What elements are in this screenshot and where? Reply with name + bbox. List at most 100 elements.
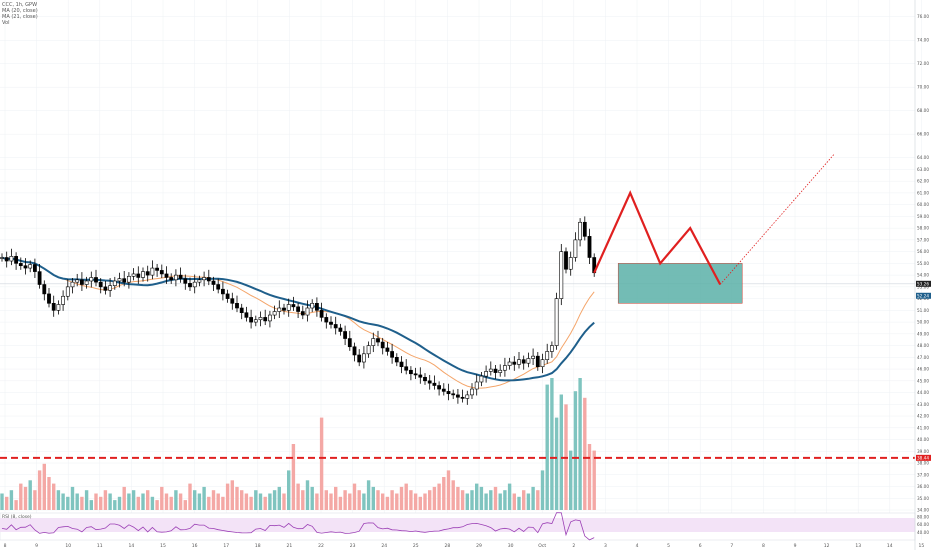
price-tick-label: 49.00 — [917, 331, 929, 336]
time-tick-label: 12 — [824, 543, 830, 549]
volume-bar — [33, 490, 37, 510]
volume-bar — [249, 496, 253, 510]
volume-bar — [517, 496, 521, 510]
volume-bar — [56, 490, 61, 510]
volume-bar — [451, 480, 455, 510]
candle — [37, 271, 42, 285]
legend-symbol: CCC, 1h, GPW — [2, 2, 38, 8]
price-tick-label: 63.00 — [917, 167, 929, 172]
legend-ma1: MA (20, close) — [2, 8, 38, 14]
projection-dotted-target — [719, 153, 835, 285]
last-price-tag-bg — [916, 280, 931, 287]
volume-bar — [348, 493, 352, 510]
volume-bar — [146, 490, 150, 510]
candle — [9, 256, 14, 262]
volume-bar — [362, 493, 366, 510]
candle — [582, 221, 587, 237]
time-tick-label: 18 — [255, 543, 261, 549]
volume-bar — [197, 493, 202, 510]
volume-bar — [404, 483, 408, 510]
volume-bar — [324, 490, 328, 510]
volume-bar — [319, 417, 324, 510]
volume-bar — [484, 493, 488, 510]
candle — [122, 278, 127, 283]
volume-bar — [489, 490, 493, 510]
price-tick-label: 50.00 — [917, 320, 929, 325]
volume-bar — [409, 490, 413, 510]
candle — [47, 293, 51, 304]
candle — [244, 312, 249, 318]
price-tick-label: 59.00 — [917, 214, 929, 219]
volume-bar — [465, 493, 469, 510]
volume-bar — [376, 490, 380, 510]
price-tick-label: 64.00 — [917, 155, 929, 160]
candle — [65, 286, 70, 297]
time-tick-label: 2 — [572, 543, 575, 549]
candle — [371, 338, 376, 346]
volume-bar — [545, 384, 549, 510]
volume-bar — [507, 483, 512, 510]
volume-bar — [75, 493, 79, 510]
volume-bar — [583, 397, 587, 510]
candle — [192, 281, 197, 288]
rsi-band — [0, 518, 915, 532]
candle — [404, 366, 409, 371]
volume-bar — [9, 490, 14, 510]
time-tick-label: 13 — [855, 543, 861, 549]
candle — [277, 307, 282, 312]
candle — [230, 298, 235, 304]
candle — [324, 317, 329, 323]
candle — [564, 251, 568, 270]
candle — [408, 369, 413, 375]
candle — [385, 347, 390, 352]
volume-bar — [136, 496, 140, 510]
candle — [70, 281, 75, 288]
volume-bar — [526, 493, 531, 510]
volume-bar — [240, 490, 244, 510]
candle — [188, 283, 192, 288]
volume-bar — [352, 483, 357, 510]
candle — [493, 368, 498, 373]
volume-bar — [587, 444, 592, 510]
candle — [61, 295, 66, 305]
volume-bar — [37, 470, 42, 510]
volume-bar — [193, 490, 197, 510]
candle — [216, 284, 221, 290]
candle — [206, 277, 211, 282]
time-tick-label: 14 — [887, 543, 893, 549]
volume-bar — [475, 483, 479, 510]
volume-bar — [395, 493, 399, 510]
candle — [263, 317, 268, 322]
candle — [75, 279, 80, 283]
time-tick-label: 24 — [381, 543, 387, 549]
volume-bar — [399, 486, 404, 510]
time-tick-label: 10 — [65, 543, 71, 549]
volume-bar — [390, 490, 394, 510]
candle — [437, 385, 442, 390]
volume-bar — [282, 493, 286, 510]
candle — [517, 359, 521, 365]
legend-ma2: MA (21, close) — [2, 14, 38, 20]
candle — [535, 355, 540, 368]
volume-bar — [423, 493, 427, 510]
time-tick-label: 23 — [350, 543, 356, 549]
volume-bar — [141, 493, 145, 510]
volume-bar — [207, 496, 211, 510]
volume-bar — [188, 483, 192, 510]
volume-bar — [550, 378, 554, 510]
volume-bar — [164, 493, 169, 510]
volume-bar — [225, 483, 230, 510]
candle — [42, 284, 47, 295]
volume-bar — [178, 493, 183, 510]
time-tick-label: 9 — [794, 543, 797, 549]
candle — [56, 304, 61, 311]
candle — [136, 273, 141, 278]
candle — [488, 368, 493, 372]
volume-bar — [446, 470, 451, 510]
candle — [399, 361, 404, 368]
candle — [357, 354, 362, 363]
price-tick-label: 61.00 — [917, 190, 929, 195]
candle — [272, 311, 277, 316]
volume-bar — [442, 477, 446, 510]
